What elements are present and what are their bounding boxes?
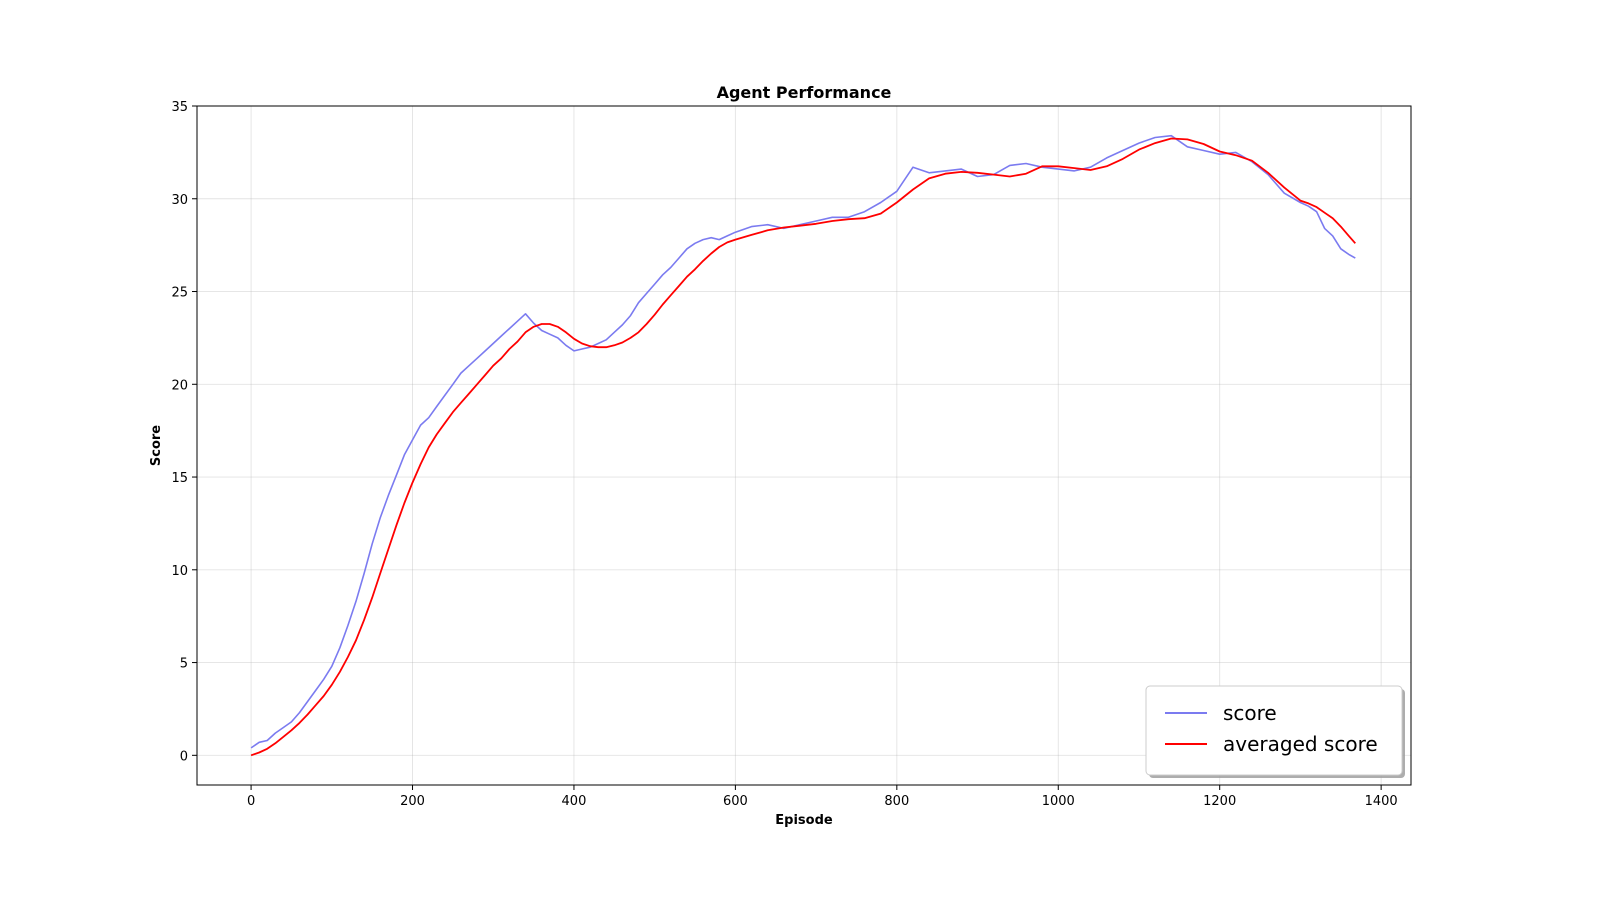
plot-frame [196, 105, 1412, 786]
x-tick-label: 800 [884, 794, 909, 809]
legend-box [1145, 685, 1403, 776]
y-tick-label: 30 [171, 193, 188, 208]
y-tick-label: 25 [171, 286, 188, 301]
y-tick-label: 10 [171, 564, 188, 579]
y-tick-label: 0 [180, 749, 188, 764]
y-tick-label: 15 [171, 471, 188, 486]
ticks: 0 200 400 600 800 1000 1200 1400 0 5 10 15 20 25 30 35 [171, 100, 1397, 809]
grid [197, 105, 1411, 785]
series-layer [250, 134, 1356, 757]
x-tick-label: 1400 [1365, 794, 1398, 809]
legend: score averaged score [1145, 685, 1405, 778]
x-tick-label: 400 [562, 794, 587, 809]
series-line-score [250, 134, 1356, 749]
x-tick-label: 0 [247, 794, 255, 809]
x-tick-label: 1000 [1042, 794, 1075, 809]
x-tick-label: 600 [723, 794, 748, 809]
y-tick-label: 5 [180, 657, 188, 672]
x-axis-title: Episode [775, 813, 833, 828]
series-line-averaged-score [250, 137, 1356, 757]
legend-label-averaged-score: averaged score [1223, 732, 1378, 756]
x-tick-label: 200 [400, 794, 425, 809]
legend-label-score: score [1223, 701, 1277, 725]
y-axis-title: Score [149, 425, 164, 466]
y-tick-label: 20 [171, 378, 188, 393]
y-tick-label: 35 [171, 100, 188, 115]
x-tick-label: 1200 [1203, 794, 1236, 809]
chart-title: Agent Performance [717, 83, 892, 102]
